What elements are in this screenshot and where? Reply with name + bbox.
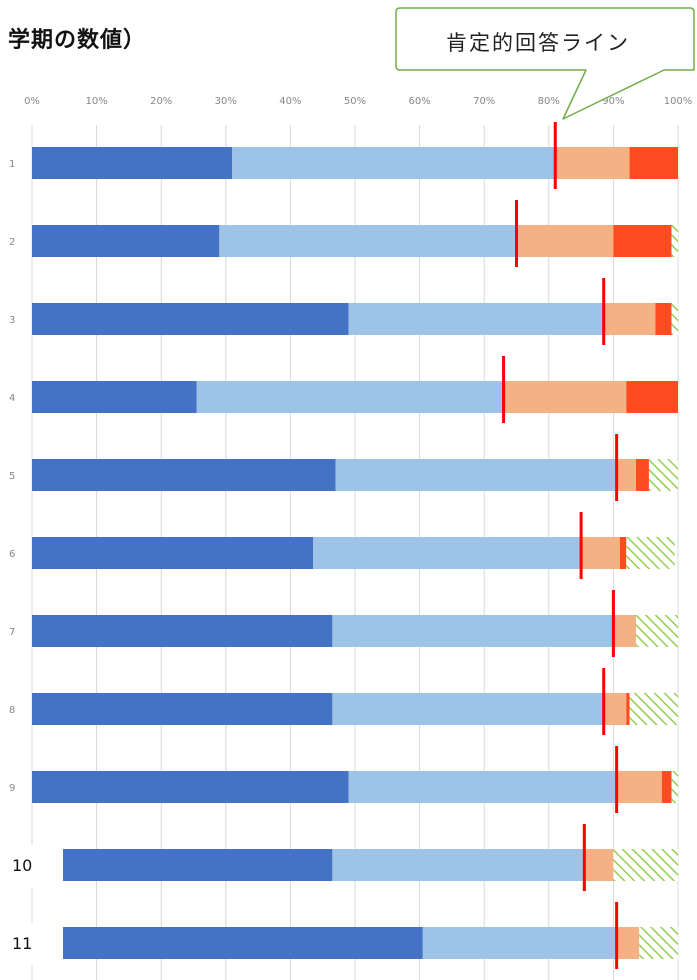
x-tick-label: 20% bbox=[150, 96, 172, 107]
bar-segment bbox=[32, 303, 349, 335]
x-tick-label: 0% bbox=[24, 96, 40, 107]
bar-segment bbox=[313, 537, 582, 569]
bar-segment bbox=[671, 225, 678, 257]
category-label: 6 bbox=[9, 549, 15, 560]
bar-segment bbox=[671, 303, 678, 335]
bar-segment bbox=[603, 693, 627, 725]
bar-segment bbox=[655, 303, 672, 335]
x-axis-ticks: 0% 10% 20% 30% 40% 50% 60% 70% 80% 90% 100% bbox=[24, 96, 692, 107]
x-tick-label: 90% bbox=[602, 96, 624, 107]
callout-box: 肯定的回答ライン bbox=[395, 7, 695, 120]
bar-segment bbox=[581, 537, 620, 569]
x-tick-label: 60% bbox=[408, 96, 430, 107]
category-label: 8 bbox=[9, 705, 15, 716]
callout-shape bbox=[395, 7, 695, 120]
bar-segment bbox=[613, 849, 678, 881]
category-label: 10 bbox=[12, 856, 32, 875]
x-tick-label: 70% bbox=[473, 96, 495, 107]
bar-segment bbox=[422, 927, 617, 959]
bar-segment bbox=[648, 459, 678, 491]
category-labels: 1 2 3 4 5 6 7 8 9 10 11 bbox=[0, 159, 63, 965]
bar-segment bbox=[32, 615, 333, 647]
bar-segment bbox=[335, 459, 617, 491]
bar-segment bbox=[584, 849, 614, 881]
bar-segment bbox=[348, 771, 617, 803]
category-label: 9 bbox=[9, 783, 15, 794]
x-tick-label: 80% bbox=[538, 96, 560, 107]
bar-segment bbox=[332, 615, 614, 647]
bar-segment bbox=[603, 303, 656, 335]
bar-segment bbox=[626, 537, 675, 569]
bar-segment bbox=[503, 381, 627, 413]
bar-segment bbox=[196, 381, 504, 413]
category-label: 11 bbox=[12, 934, 32, 953]
category-label: 7 bbox=[9, 627, 15, 638]
callout-label: 肯定的回答ライン bbox=[446, 31, 630, 55]
bar-segment bbox=[32, 537, 314, 569]
bar-segment bbox=[616, 927, 640, 959]
x-tick-label: 10% bbox=[85, 96, 107, 107]
bar-segment bbox=[661, 771, 672, 803]
bar-segment bbox=[332, 849, 585, 881]
x-tick-label: 30% bbox=[215, 96, 237, 107]
bar-segment bbox=[219, 225, 517, 257]
bar-segment bbox=[555, 147, 630, 179]
label-backdrop bbox=[0, 923, 63, 965]
bar-segment bbox=[626, 693, 630, 725]
category-label: 2 bbox=[9, 237, 15, 248]
bar-segment bbox=[639, 927, 678, 959]
x-tick-label: 50% bbox=[344, 96, 366, 107]
label-backdrop bbox=[0, 845, 63, 887]
category-label: 3 bbox=[9, 315, 15, 326]
positive-lines bbox=[502, 122, 619, 969]
bars bbox=[32, 147, 678, 959]
bar-segment bbox=[636, 615, 678, 647]
x-tick-label: 100% bbox=[664, 96, 693, 107]
category-label: 1 bbox=[9, 159, 15, 170]
bar-segment bbox=[629, 693, 678, 725]
bar-segment bbox=[626, 381, 678, 413]
bar-segment bbox=[613, 615, 637, 647]
bar-segment bbox=[616, 459, 637, 491]
bar-segment bbox=[32, 849, 333, 881]
bar-segment bbox=[629, 147, 678, 179]
bar-segment bbox=[32, 459, 336, 491]
category-label: 4 bbox=[9, 393, 15, 404]
bar-segment bbox=[636, 459, 649, 491]
x-tick-label: 40% bbox=[279, 96, 301, 107]
category-label: 5 bbox=[9, 471, 15, 482]
bar-segment bbox=[516, 225, 614, 257]
bar-segment bbox=[32, 927, 423, 959]
bar-segment bbox=[32, 771, 349, 803]
bar-segment bbox=[32, 693, 333, 725]
bar-segment bbox=[348, 303, 604, 335]
bar-segment bbox=[332, 693, 604, 725]
bar-segment bbox=[32, 225, 220, 257]
bar-segment bbox=[619, 537, 627, 569]
bar-segment bbox=[32, 381, 197, 413]
bar-segment bbox=[32, 147, 233, 179]
bar-segment bbox=[232, 147, 556, 179]
page-title: 学期の数値） bbox=[8, 28, 147, 53]
bar-segment bbox=[671, 771, 678, 803]
bar-segment bbox=[613, 225, 672, 257]
bar-segment bbox=[616, 771, 662, 803]
